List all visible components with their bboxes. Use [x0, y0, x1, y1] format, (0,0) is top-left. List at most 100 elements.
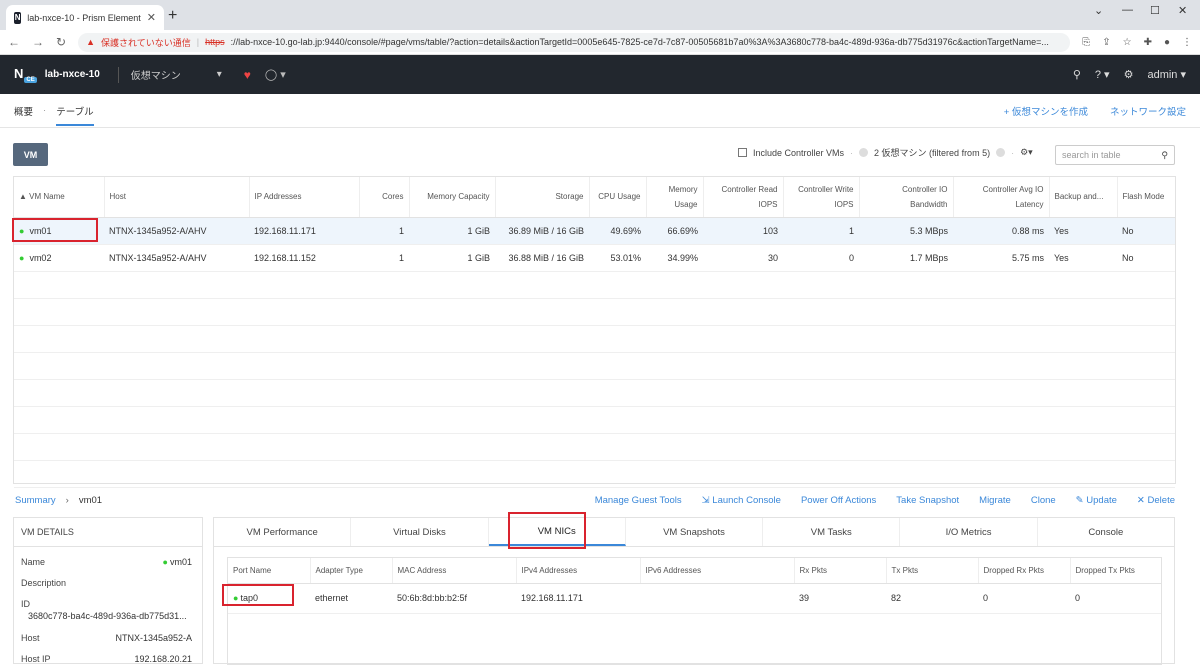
col-host[interactable]: Host	[104, 177, 250, 218]
tab-virtual-disks[interactable]: Virtual Disks	[351, 518, 489, 546]
tab-console[interactable]: Console	[1088, 526, 1124, 538]
security-warning: 保護されていない通信	[100, 37, 191, 48]
highlight-box	[222, 584, 294, 606]
update-link[interactable]: ✎ Update	[1076, 495, 1117, 506]
gear-icon[interactable]: ⚙	[1123, 69, 1134, 81]
cell	[640, 583, 794, 614]
col-cpu[interactable]: CPU Usage	[589, 177, 647, 218]
migrate-link[interactable]: Migrate	[979, 495, 1011, 506]
col-adapter-type: Adapter Type	[310, 558, 393, 584]
vm-name[interactable]: vm02	[29, 252, 52, 263]
nutanix-logo-icon[interactable]: N CE	[14, 65, 37, 84]
col-memory[interactable]: Memory Capacity	[409, 177, 496, 218]
cell: 5.75 ms	[953, 244, 1049, 272]
search-input[interactable]: search in table ⚲	[1055, 145, 1175, 165]
chevron-down-icon[interactable]: ⌄	[1094, 5, 1104, 17]
vm-type-button[interactable]: VM	[13, 143, 48, 166]
extensions-icon[interactable]: ✚	[1143, 36, 1152, 48]
col-storage[interactable]: Storage	[495, 177, 590, 218]
cell: 192.168.11.171	[249, 217, 359, 245]
highlight-box	[508, 512, 586, 549]
name-label: Name	[21, 556, 46, 567]
col-dropped-rx: Dropped Rx Pkts	[978, 558, 1071, 584]
name-value: vm01	[169, 556, 192, 567]
col-label: VM Name	[29, 192, 65, 202]
table-row[interactable]: ● vm02 NTNX-1345a952-A/AHV 192.168.11.152…	[14, 244, 1175, 272]
vm-table: ▲ VM Name Host IP Addresses Cores Memory…	[13, 176, 1176, 488]
translate-icon[interactable]: ⎘	[1082, 36, 1091, 48]
network-config-link[interactable]: ネットワーク設定	[1109, 106, 1186, 118]
cell: 66.69%	[646, 217, 703, 245]
help-icon[interactable]: ? ▾	[1094, 69, 1110, 81]
vm-name[interactable]: vm01	[29, 225, 52, 236]
delete-link[interactable]: ✕ Delete	[1137, 495, 1175, 506]
cell: 36.88 MiB / 16 GiB	[495, 244, 589, 272]
console-icon: ⇲	[701, 495, 713, 506]
health-heart-icon[interactable]: ♥	[243, 67, 251, 82]
sub-navigation: 概要 · テーブル + 仮想マシンを作成 ネットワーク設定	[0, 94, 1200, 128]
prev-page-icon[interactable]	[859, 148, 869, 157]
col-tx: Tx Pkts	[886, 558, 979, 584]
profile-avatar-icon[interactable]: ●	[1163, 36, 1170, 48]
share-icon[interactable]: ⇪	[1102, 36, 1111, 48]
tab-vm-nics[interactable]: VM NICs	[488, 518, 626, 546]
tab-io-metrics[interactable]: I/O Metrics	[900, 518, 1038, 546]
col-latency[interactable]: Controller Avg IO Latency	[953, 177, 1050, 218]
col-bandwidth[interactable]: Controller IO Bandwidth	[859, 177, 954, 218]
tab-vm-performance[interactable]: VM Performance	[214, 518, 352, 546]
clone-link[interactable]: Clone	[1030, 495, 1056, 506]
cell: 1 GiB	[409, 244, 495, 272]
new-tab-icon[interactable]: +	[168, 7, 178, 24]
tab-overview[interactable]: 概要	[14, 106, 34, 118]
separator: ·	[850, 147, 854, 158]
col-ip[interactable]: IP Addresses	[249, 177, 360, 218]
col-flash[interactable]: Flash Mode	[1117, 177, 1175, 218]
take-snapshot-link[interactable]: Take Snapshot	[896, 495, 960, 506]
manage-guest-tools-link[interactable]: Manage Guest Tools	[594, 495, 682, 506]
table-header-row: ▲ VM Name Host IP Addresses Cores Memory…	[14, 177, 1175, 218]
close-window-icon[interactable]: ✕	[1178, 5, 1188, 17]
include-cvm-checkbox[interactable]	[738, 148, 747, 157]
col-backup[interactable]: Backup and...	[1049, 177, 1118, 218]
vm-details-title: VM DETAILS	[14, 518, 202, 547]
launch-console-link[interactable]: ⇲ Launch Console	[702, 495, 781, 506]
back-icon[interactable]: ←	[8, 35, 20, 49]
summary-link[interactable]: Summary	[15, 495, 56, 506]
col-read-iops[interactable]: Controller Read IOPS	[703, 177, 784, 218]
nic-table: Port Name Adapter Type MAC Address IPv4 …	[227, 557, 1162, 665]
col-vm-name[interactable]: ▲ VM Name	[14, 177, 105, 218]
col-cores[interactable]: Cores	[359, 177, 410, 218]
power-off-actions-link[interactable]: Power Off Actions	[800, 495, 877, 506]
tab-vm-snapshots[interactable]: VM Snapshots	[626, 518, 764, 546]
tab-table[interactable]: テーブル	[56, 95, 94, 126]
minimize-icon[interactable]: —	[1122, 4, 1133, 16]
create-vm-link[interactable]: + 仮想マシンを作成	[1003, 106, 1088, 118]
cell: 1	[359, 244, 409, 272]
address-bar[interactable]: ▲ 保護されていない通信 | https://lab-nxce-10.go-la…	[78, 32, 1071, 52]
maximize-icon[interactable]: ☐	[1150, 5, 1160, 17]
nic-row[interactable]: ● tap0 ethernet 50:6b:8d:bb:b2:5f 192.168…	[228, 583, 1161, 614]
summary-bar: Summary › vm01 Manage Guest Tools ⇲ Laun…	[15, 495, 1175, 506]
highlight-box	[12, 218, 98, 242]
next-page-icon[interactable]	[996, 148, 1006, 157]
vm-details-panel: VM DETAILS Name ● vm01 Description ID 3680…	[13, 517, 203, 664]
forward-icon[interactable]: →	[32, 35, 44, 49]
col-write-iops[interactable]: Controller Write IOPS	[783, 177, 860, 218]
browser-menu-icon[interactable]: ⋮	[1182, 36, 1192, 48]
close-tab-icon[interactable]: ✕	[146, 12, 156, 24]
user-menu[interactable]: admin ▾	[1147, 69, 1186, 81]
table-row[interactable]: ● vm01 NTNX-1345a952-A/AHV 192.168.11.171…	[14, 217, 1175, 245]
table-settings-icon[interactable]: ⚙▾	[1020, 147, 1033, 157]
search-placeholder: search in table	[1062, 150, 1121, 160]
col-mem-usage[interactable]: Memory Usage	[646, 177, 704, 218]
reload-icon[interactable]: ↻	[56, 35, 67, 49]
tab-vm-tasks[interactable]: VM Tasks	[763, 518, 901, 546]
main-menu-dropdown[interactable]: 仮想マシン ▾	[131, 67, 222, 82]
cell: 39	[794, 583, 886, 614]
search-icon[interactable]: ⚲	[1072, 69, 1081, 81]
browser-tab[interactable]: N lab-nxce-10 - Prism Element ✕	[6, 5, 164, 30]
alerts-circle-icon[interactable]: ◯ ▾	[264, 69, 286, 81]
bookmark-star-icon[interactable]: ☆	[1122, 36, 1132, 48]
delete-x-icon: ✕	[1136, 495, 1148, 506]
empty-row	[14, 325, 1175, 353]
